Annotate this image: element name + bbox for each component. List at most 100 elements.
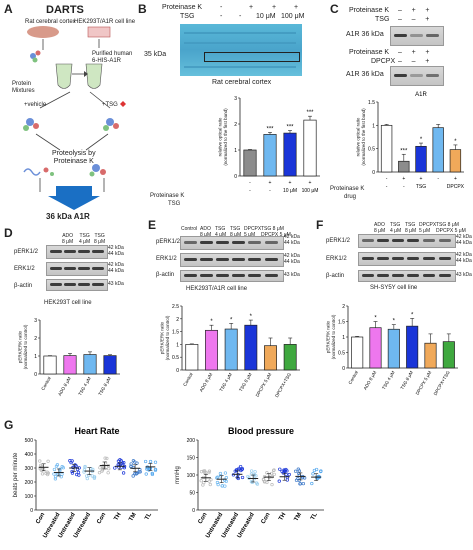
data-point bbox=[301, 481, 306, 486]
x-tick-label: ADO 8 μM bbox=[198, 372, 213, 393]
panel-a-title: DARTS bbox=[46, 4, 84, 16]
tube-icon bbox=[55, 63, 73, 89]
data-point bbox=[203, 470, 208, 475]
x-tick-label: TSG 4 μM bbox=[218, 372, 233, 393]
bar bbox=[415, 145, 427, 173]
panel-b-r2-1: - bbox=[239, 13, 242, 20]
x-tick-label: Control bbox=[182, 372, 194, 387]
panel-b-r1-0: - bbox=[220, 4, 223, 11]
x-row2-value: DPCPX bbox=[447, 184, 465, 190]
y-axis-label: pERK/ERK ratio (normalized to control) bbox=[17, 324, 28, 369]
x-tick-label: TSG 8 μM bbox=[97, 376, 112, 397]
y-tick-label: 200 bbox=[187, 438, 196, 444]
data-point bbox=[271, 468, 276, 473]
panel-b-r2-0: - bbox=[220, 13, 223, 20]
data-point bbox=[75, 467, 80, 472]
y-tick-label: 2.5 bbox=[172, 304, 179, 310]
panel-c-x-row2-label: drug bbox=[344, 194, 357, 200]
y-axis-label: beats per minute bbox=[13, 452, 19, 497]
tsg-diamond-icon bbox=[120, 101, 126, 107]
x-tick-label: TM bbox=[294, 512, 304, 523]
data-point bbox=[107, 467, 111, 471]
y-tick-label: 2 bbox=[342, 304, 345, 310]
data-point bbox=[223, 471, 228, 475]
bar bbox=[224, 328, 238, 371]
y-tick-label: 1 bbox=[342, 335, 345, 341]
significance-label: * bbox=[230, 317, 233, 323]
panel-c-letter: C bbox=[330, 2, 339, 16]
panel-c-x-row1-label: Proteinase K bbox=[330, 186, 365, 192]
data-point bbox=[120, 461, 125, 465]
panel-b-r2-2: 10 μM bbox=[256, 13, 276, 20]
result-arrow-icon bbox=[48, 186, 100, 210]
y-tick-label: 0 bbox=[234, 174, 237, 180]
y-tick-label: 3 bbox=[34, 318, 37, 324]
chart-title: Heart Rate bbox=[74, 426, 119, 436]
bar bbox=[205, 329, 218, 371]
panel-g-blood-pressure-chart: Blood pressure050100150200mmHgConUntreat… bbox=[175, 426, 324, 539]
y-tick-label: 1 bbox=[176, 342, 179, 348]
panel-f-lane-3: TSG 8 μM bbox=[405, 222, 417, 234]
x-row2-value: - bbox=[386, 184, 388, 190]
panel-f-row-1: pERK1/2 bbox=[326, 238, 351, 244]
data-point bbox=[249, 469, 254, 473]
data-point bbox=[68, 459, 72, 463]
bar bbox=[387, 328, 400, 369]
data-point bbox=[272, 472, 276, 477]
panel-d-row-1: pERK1/2 bbox=[14, 249, 39, 255]
bar bbox=[43, 355, 57, 375]
panel-c-row4: DPCPX bbox=[371, 58, 396, 65]
y-axis-label: pERK/ERK ratio (normalized to control) bbox=[159, 315, 170, 360]
data-point bbox=[131, 459, 136, 463]
panel-e-row-2: ERK1/2 bbox=[156, 256, 177, 262]
y-tick-label: 500 bbox=[25, 438, 34, 444]
panel-e-blot-perk bbox=[180, 236, 284, 250]
x-row1-value: - bbox=[249, 180, 251, 186]
data-point bbox=[144, 472, 148, 476]
data-point bbox=[71, 465, 75, 470]
x-row1-value: + bbox=[402, 176, 405, 182]
data-point bbox=[240, 475, 245, 480]
y-tick-label: 1.5 bbox=[172, 330, 179, 336]
significance-label: * bbox=[454, 139, 457, 145]
bar bbox=[449, 149, 462, 173]
panel-f-letter: F bbox=[316, 218, 324, 232]
x-tick-label: DPCPX+TSG bbox=[274, 372, 292, 399]
panel-e-lane-5: DPCPX 5 μM bbox=[244, 226, 262, 238]
data-point bbox=[129, 462, 133, 466]
data-point bbox=[53, 475, 58, 479]
panel-d-kda-2: 42 kDa 44 kDa bbox=[108, 262, 124, 274]
y-tick-label: 1.5 bbox=[338, 320, 345, 326]
x-tick-label: TSG 8 μM bbox=[399, 370, 414, 391]
svg-text:(normalized to the first band): (normalized to the first band) bbox=[361, 108, 366, 166]
y-tick-label: 300 bbox=[25, 466, 34, 472]
y-tick-label: 2 bbox=[34, 336, 37, 342]
data-point bbox=[310, 481, 314, 486]
panel-c-r2v: – – + bbox=[398, 16, 430, 23]
panel-b-r1-2: + bbox=[272, 4, 277, 11]
y-tick-label: 0.5 bbox=[172, 355, 179, 361]
y-tick-label: 0 bbox=[372, 170, 375, 176]
panel-g-letter: G bbox=[4, 418, 14, 432]
bar bbox=[283, 132, 297, 177]
y-tick-label: 0 bbox=[30, 508, 33, 514]
x-tick-label: Control bbox=[40, 376, 52, 391]
data-point bbox=[199, 470, 204, 474]
data-point bbox=[131, 465, 136, 470]
panel-f-lane-2: TSG 4 μM bbox=[390, 222, 402, 234]
data-point bbox=[82, 470, 86, 474]
x-row2-value: - bbox=[403, 184, 405, 190]
data-point bbox=[247, 476, 251, 480]
data-point bbox=[121, 471, 126, 475]
panel-b-row2-label: TSG bbox=[180, 13, 195, 20]
x-tick-label: ADO 8 μM bbox=[362, 370, 377, 391]
panel-f-row-3: β-actin bbox=[326, 273, 345, 279]
x-tick-label: ADO 8 μM bbox=[57, 376, 72, 397]
panel-c-blot2 bbox=[390, 66, 444, 86]
significance-label: *** bbox=[266, 126, 274, 132]
data-point bbox=[97, 471, 102, 475]
panel-f-caption: SH-SY5Y cell line bbox=[370, 285, 418, 291]
panel-b-letter: B bbox=[138, 2, 147, 16]
panel-e-lane-1: Control bbox=[181, 226, 198, 232]
